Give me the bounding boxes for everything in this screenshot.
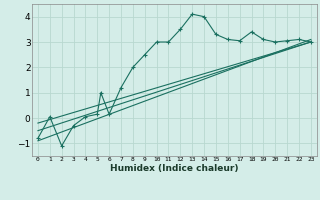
X-axis label: Humidex (Indice chaleur): Humidex (Indice chaleur) [110, 164, 239, 173]
